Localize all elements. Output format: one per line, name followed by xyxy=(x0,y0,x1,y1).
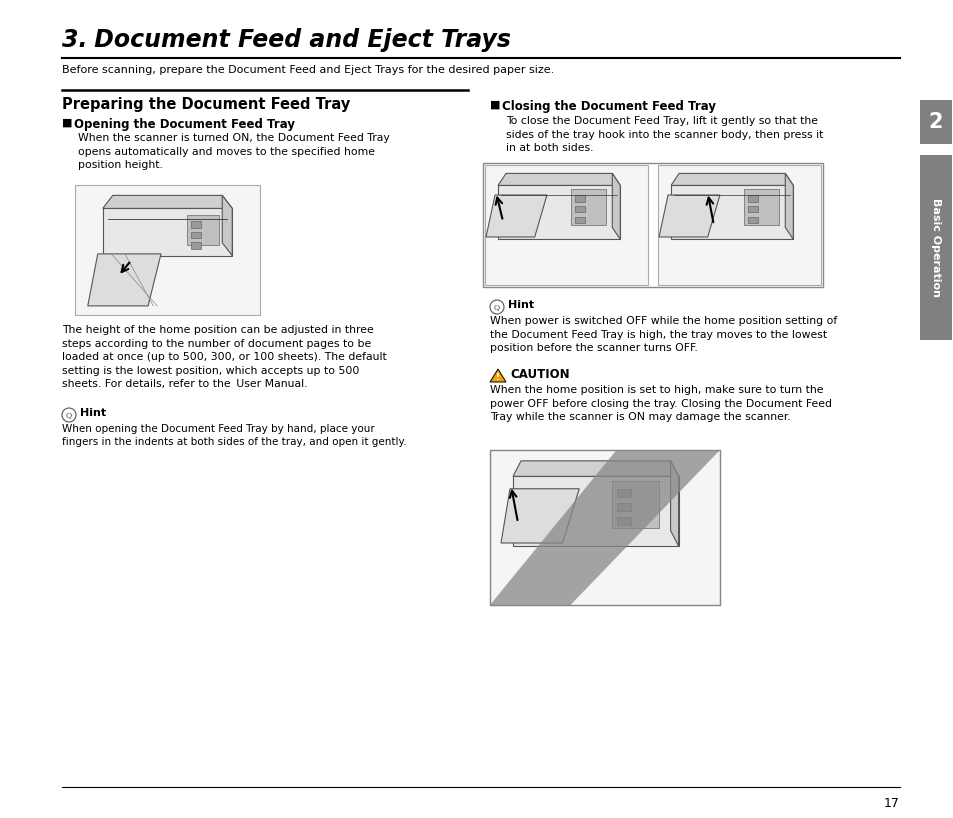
Text: Q: Q xyxy=(66,411,72,419)
Polygon shape xyxy=(88,254,161,306)
Text: ■: ■ xyxy=(490,100,500,110)
Text: CAUTION: CAUTION xyxy=(510,368,569,381)
Text: 2: 2 xyxy=(928,112,943,132)
Polygon shape xyxy=(670,461,678,546)
Polygon shape xyxy=(500,488,578,543)
Text: Hint: Hint xyxy=(80,408,106,418)
Text: Q: Q xyxy=(494,303,499,311)
Bar xyxy=(747,217,757,223)
Bar xyxy=(658,165,821,285)
Polygon shape xyxy=(490,450,720,605)
Bar xyxy=(571,189,605,225)
Polygon shape xyxy=(612,173,619,240)
Bar xyxy=(490,450,720,605)
Bar xyxy=(575,217,584,223)
Text: 17: 17 xyxy=(883,797,899,810)
Text: When opening the Document Feed Tray by hand, place your
fingers in the indents a: When opening the Document Feed Tray by h… xyxy=(62,424,406,447)
Bar xyxy=(919,155,951,340)
Bar xyxy=(575,195,584,201)
Text: Opening the Document Feed Tray: Opening the Document Feed Tray xyxy=(74,118,294,131)
Text: To close the Document Feed Tray, lift it gently so that the
sides of the tray ho: To close the Document Feed Tray, lift it… xyxy=(505,116,822,153)
Text: ■: ■ xyxy=(62,118,72,128)
Polygon shape xyxy=(485,195,546,237)
Bar xyxy=(191,242,201,249)
Polygon shape xyxy=(103,196,232,209)
Bar xyxy=(617,488,630,497)
Bar xyxy=(612,481,658,528)
Bar xyxy=(617,517,630,525)
Text: The height of the home position can be adjusted in three
steps according to the : The height of the home position can be a… xyxy=(62,325,386,389)
Bar xyxy=(617,503,630,511)
Bar xyxy=(747,195,757,201)
Bar xyxy=(497,186,619,240)
Text: Hint: Hint xyxy=(507,300,534,310)
Polygon shape xyxy=(490,369,505,382)
Polygon shape xyxy=(222,196,232,256)
Bar xyxy=(482,163,822,287)
Text: When the scanner is turned ON, the Document Feed Tray
opens automatically and mo: When the scanner is turned ON, the Docum… xyxy=(78,133,390,170)
Bar xyxy=(575,206,584,213)
Bar xyxy=(187,215,219,245)
Text: When the home position is set to high, make sure to turn the
power OFF before cl: When the home position is set to high, m… xyxy=(490,385,831,422)
Text: When power is switched OFF while the home position setting of
the Document Feed : When power is switched OFF while the hom… xyxy=(490,316,837,353)
Bar xyxy=(484,165,647,285)
Bar xyxy=(490,450,720,605)
Text: !: ! xyxy=(496,372,499,381)
Polygon shape xyxy=(513,461,678,476)
Text: 3.: 3. xyxy=(62,28,88,52)
Text: Preparing the Document Feed Tray: Preparing the Document Feed Tray xyxy=(62,97,350,112)
Polygon shape xyxy=(497,173,619,186)
Bar xyxy=(191,222,201,228)
Bar xyxy=(743,189,778,225)
Text: Before scanning, prepare the Document Feed and Eject Trays for the desired paper: Before scanning, prepare the Document Fe… xyxy=(62,65,554,75)
Bar xyxy=(919,100,951,144)
Bar xyxy=(747,206,757,213)
Bar xyxy=(103,209,232,256)
Text: Document Feed and Eject Trays: Document Feed and Eject Trays xyxy=(86,28,511,52)
Polygon shape xyxy=(670,173,793,186)
Polygon shape xyxy=(659,195,720,237)
Bar xyxy=(191,231,201,238)
Bar xyxy=(75,185,260,315)
Polygon shape xyxy=(784,173,793,240)
Text: Closing the Document Feed Tray: Closing the Document Feed Tray xyxy=(501,100,716,113)
Text: Basic Operation: Basic Operation xyxy=(930,197,940,296)
Bar xyxy=(513,476,678,546)
Bar xyxy=(670,186,793,240)
